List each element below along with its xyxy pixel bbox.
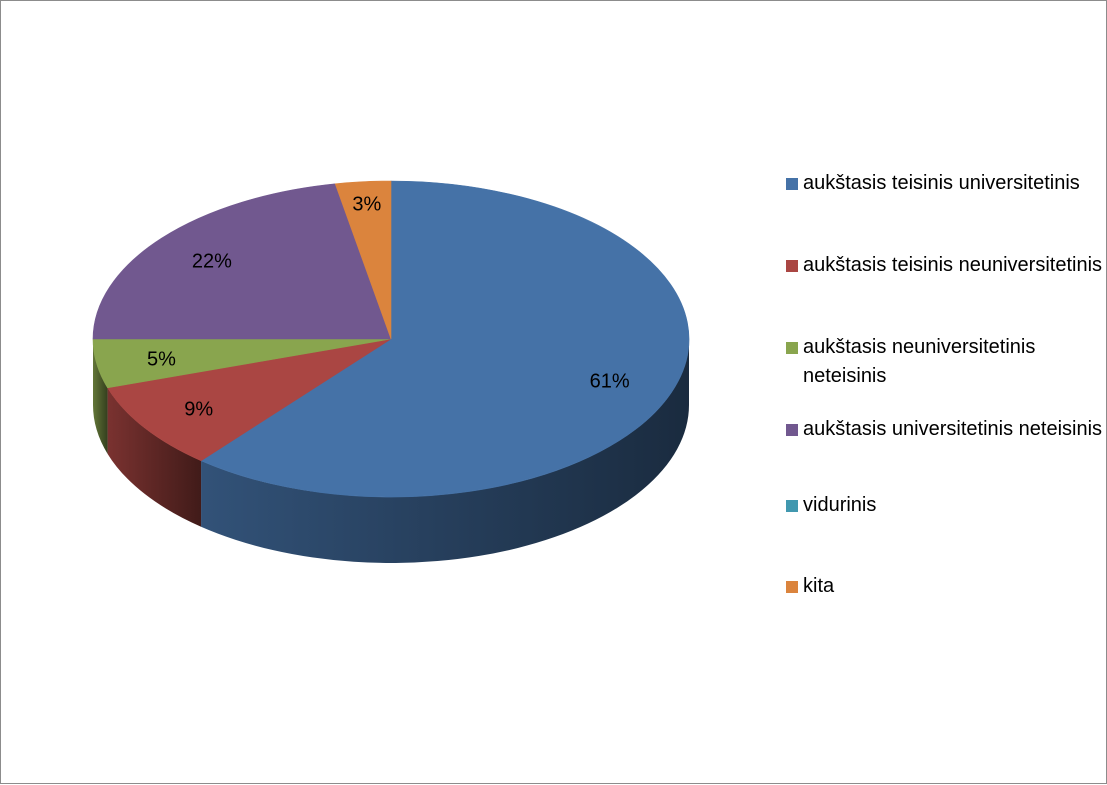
pie-slice-1 [107, 338, 392, 462]
legend-label: vidurinis [803, 494, 877, 516]
legend-label: aukštasis neuniversitetinis neteisinis [803, 336, 1036, 387]
data-label-5: 3% [352, 194, 381, 216]
pie-side-walls [93, 339, 689, 563]
pie-slice-3 [92, 183, 392, 340]
data-label-3: 22% [192, 250, 232, 272]
legend-label: aukštasis teisinis universitetinis [803, 172, 1080, 194]
data-label-1: 9% [184, 398, 213, 420]
legend-label: kita [803, 575, 835, 597]
data-label-0: 61% [590, 371, 630, 393]
pie-side-0 [201, 339, 689, 563]
legend-swatch [786, 342, 798, 354]
data-labels: 61% 9% 5% 22% 3% [147, 194, 630, 421]
pie-slice-0 [200, 180, 690, 498]
legend-swatch [786, 500, 798, 512]
legend-label: aukštasis teisinis neuniversitetinis [803, 254, 1103, 276]
pie-side-1 [107, 387, 202, 527]
legend-swatch [786, 260, 798, 272]
data-label-2: 5% [147, 348, 176, 370]
legend-swatch [786, 178, 798, 190]
legend-label: aukštasis universitetinis neteisinis [803, 418, 1103, 440]
legend-swatch [786, 424, 798, 436]
pie-side-2 [93, 339, 108, 454]
legend-swatch [786, 581, 798, 593]
pie-top [92, 180, 690, 498]
pie-slice-5 [334, 180, 392, 340]
